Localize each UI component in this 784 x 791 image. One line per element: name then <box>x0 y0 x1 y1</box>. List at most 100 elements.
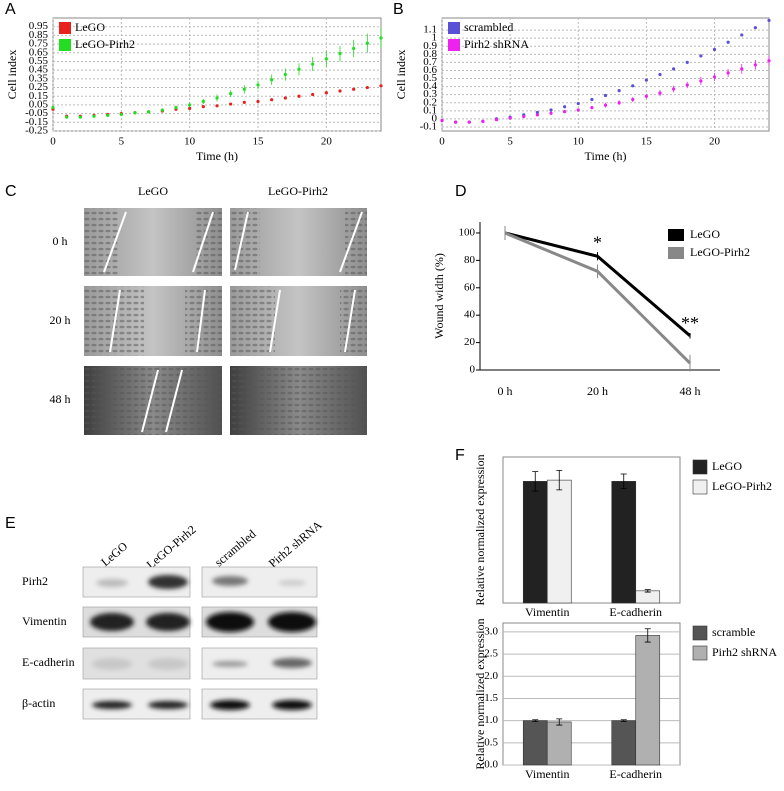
y-tick-label: -0.1 <box>420 120 437 132</box>
bar <box>522 481 548 604</box>
y-tick-label: 0.85 <box>29 29 49 41</box>
x-tick-label: 20 <box>321 136 333 148</box>
x-tick-label: 5 <box>119 136 125 148</box>
data-point <box>324 57 328 61</box>
data-point <box>726 40 730 44</box>
y-tick-label: 0.15 <box>29 90 49 102</box>
data-point <box>256 99 260 104</box>
error-bar <box>556 469 563 491</box>
row-label: β-actin <box>22 696 55 710</box>
y-tick-label: 0.65 <box>29 46 49 58</box>
data-point <box>283 96 287 100</box>
data-point <box>352 87 356 91</box>
data-point <box>712 75 717 79</box>
data-point <box>699 54 703 58</box>
y-tick-label: 0 <box>432 112 438 124</box>
error-bar <box>556 718 563 726</box>
y-tick-label: 2.5 <box>484 648 498 660</box>
data-point <box>440 118 444 123</box>
panel-label: A <box>5 1 16 18</box>
y-tick-label: 1.0 <box>484 714 498 726</box>
y-tick-label: 0.6 <box>423 64 437 76</box>
data-point <box>454 120 458 124</box>
data-point <box>201 105 205 109</box>
y-tick-label: 0.7 <box>423 56 437 68</box>
y-tick-label: 20 <box>464 336 476 348</box>
legend-label: LeGO-Pirh2 <box>75 37 135 51</box>
y-tick-label: 0.5 <box>423 72 437 84</box>
data-point <box>229 92 233 96</box>
column-label: Pirh2 shRNA <box>266 518 325 571</box>
y-tick-label: 0.75 <box>29 38 49 50</box>
y-tick-label: -0.15 <box>25 116 48 128</box>
panel-label: D <box>455 183 467 200</box>
data-point <box>576 101 580 106</box>
data-point <box>365 85 369 90</box>
data-point <box>51 105 55 110</box>
data-point <box>740 67 744 71</box>
column-label: LeGO-Pirh2 <box>268 184 328 198</box>
legend-swatch <box>448 39 460 51</box>
column-label: LeGO-Pirh2 <box>144 522 199 571</box>
x-tick-label: 48 h <box>680 384 701 398</box>
y-tick-label: 60 <box>464 281 476 293</box>
data-point <box>352 46 356 51</box>
legend-label: LeGO <box>690 227 720 241</box>
column-label: scrambled <box>212 527 259 569</box>
data-point <box>617 89 621 93</box>
data-point <box>767 59 771 63</box>
y-tick-label: 40 <box>464 309 476 321</box>
legend-label: scrambled <box>464 20 513 34</box>
data-point <box>338 89 342 93</box>
bar <box>546 721 572 766</box>
legend-label: scramble <box>712 625 755 639</box>
data-point <box>590 105 594 110</box>
data-point <box>712 47 717 52</box>
data-point <box>270 98 274 102</box>
legend-label: LeGO <box>75 20 105 34</box>
y-axis-label: Cell index <box>394 50 408 100</box>
data-point <box>215 104 219 108</box>
legend-swatch <box>692 479 708 495</box>
data-point <box>229 102 233 106</box>
legend-label: LeGO-Pirh2 <box>690 245 750 259</box>
bar <box>635 635 661 766</box>
data-point <box>726 71 730 75</box>
legend-swatch <box>692 645 708 661</box>
x-tick-label: 10 <box>573 136 585 148</box>
data-point <box>65 115 69 119</box>
y-tick-label: 2.0 <box>484 670 498 682</box>
error-bar <box>644 589 651 593</box>
y-tick-label: 0.25 <box>29 81 49 93</box>
data-point <box>631 84 635 88</box>
y-tick-label: 0 <box>470 364 476 376</box>
x-tick-label: 20 <box>709 136 721 148</box>
bar <box>611 720 637 766</box>
y-tick-label: 1 <box>432 32 438 44</box>
legend-swatch <box>448 22 460 34</box>
data-point <box>283 72 287 77</box>
data-point <box>658 72 662 77</box>
y-tick-label: 1.5 <box>484 692 498 704</box>
data-point <box>494 118 499 122</box>
y-tick-label: 0.5 <box>484 736 498 748</box>
y-tick-label: 1.1 <box>423 24 437 36</box>
data-point <box>119 112 123 117</box>
data-point <box>174 105 178 110</box>
data-point <box>508 116 512 120</box>
error-bar <box>620 719 627 722</box>
data-point <box>535 110 539 115</box>
blot-bands <box>90 575 316 710</box>
y-tick-label: 0.8 <box>423 48 437 60</box>
y-axis-label: Relative normalized expression <box>473 618 487 769</box>
row-label: Vimentin <box>22 614 67 628</box>
wound-images <box>84 208 367 435</box>
y-tick-label: 0.3 <box>423 88 437 100</box>
data-point <box>576 108 580 112</box>
column-label: LeGO <box>138 184 168 198</box>
data-point <box>753 26 757 30</box>
y-tick-label: 0.45 <box>29 64 49 76</box>
legend-label: LeGO <box>712 459 742 473</box>
data-point <box>631 97 635 102</box>
y-tick-label: 0.35 <box>29 72 49 84</box>
